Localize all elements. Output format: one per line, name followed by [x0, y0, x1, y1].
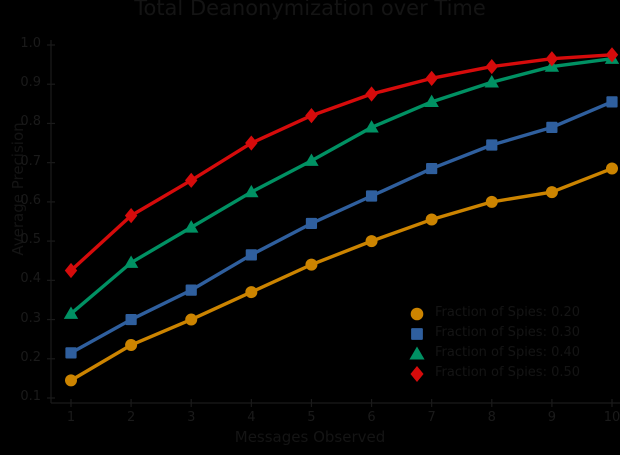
data-series	[63, 51, 620, 319]
legend-marker-diamond	[410, 366, 424, 382]
y-tick-label: 0.2	[20, 349, 41, 365]
circle-marker	[425, 213, 438, 226]
x-tick-label: 7	[427, 410, 436, 425]
x-tick-label: 9	[547, 410, 557, 425]
diamond-marker	[184, 172, 198, 188]
data-series	[65, 162, 618, 387]
series-line	[69, 53, 614, 273]
circle-marker	[545, 186, 558, 199]
series-line	[69, 57, 614, 316]
circle-marker	[485, 195, 498, 208]
x-tick-label: 4	[247, 410, 256, 425]
data-series	[64, 47, 619, 279]
triangle-marker	[484, 75, 499, 88]
y-tick-label: 1.0	[20, 36, 41, 51]
y-tick-label: 0.4	[20, 271, 41, 287]
square-marker	[245, 249, 257, 261]
diamond-marker	[485, 58, 499, 75]
circle-marker	[606, 162, 618, 175]
triangle-marker	[63, 306, 79, 319]
legend-label: Fraction of Spies: 0.30	[435, 325, 581, 340]
y-tick-label: 0.3	[20, 310, 41, 326]
legend-label: Fraction of Spies: 0.20	[435, 305, 581, 320]
series-line	[69, 100, 614, 355]
y-tick-label: 0.7	[20, 153, 41, 169]
square-marker	[606, 96, 618, 108]
y-tick-label: 0.9	[20, 75, 41, 91]
circle-marker	[65, 374, 77, 387]
data-series	[65, 96, 618, 359]
legend-label: Fraction of Spies: 0.50	[435, 365, 581, 380]
chart-title: Total Deanonymization over Time	[134, 0, 486, 20]
triangle-marker	[244, 184, 259, 198]
square-marker	[65, 347, 77, 359]
diamond-marker	[305, 108, 318, 124]
square-marker	[546, 121, 558, 133]
circle-marker	[365, 235, 378, 248]
legend-marker-circle	[410, 307, 424, 321]
square-marker	[305, 217, 318, 230]
diamond-marker	[245, 135, 258, 151]
circle-marker	[125, 339, 138, 352]
legend-label: Fraction of Spies: 0.40	[435, 345, 581, 360]
triangle-marker	[123, 255, 139, 268]
legend-marker-square	[411, 328, 423, 340]
diamond-marker	[124, 208, 138, 224]
x-tick-label: 5	[307, 410, 316, 425]
x-tick-label: 2	[126, 410, 136, 425]
diamond-marker	[545, 51, 559, 67]
diamond-marker	[365, 86, 378, 102]
square-marker	[365, 190, 378, 202]
x-axis-label: Messages Observed	[234, 428, 386, 446]
square-marker	[426, 162, 438, 175]
x-tick-label: 10	[603, 410, 620, 425]
y-tick-label: 0.5	[20, 232, 41, 248]
square-marker	[486, 139, 498, 151]
square-marker	[185, 284, 197, 296]
y-tick-label: 0.8	[20, 114, 41, 130]
triangle-marker	[424, 94, 439, 108]
series-line	[69, 166, 614, 383]
x-tick-label: 8	[487, 410, 496, 425]
circle-marker	[245, 286, 258, 299]
diamond-marker	[64, 262, 78, 279]
y-tick-label: 0.6	[20, 192, 41, 208]
triangle-marker	[304, 153, 319, 166]
x-tick-label: 1	[66, 410, 76, 425]
y-tick-label: 0.1	[20, 389, 41, 404]
circle-marker	[185, 313, 198, 326]
triangle-marker	[364, 120, 379, 133]
diamond-marker	[425, 70, 438, 86]
square-marker	[125, 313, 137, 326]
triangle-marker	[184, 220, 199, 233]
x-tick-label: 6	[367, 410, 376, 425]
legend-marker-triangle	[409, 346, 425, 360]
x-tick-label: 3	[187, 410, 196, 425]
diamond-marker	[605, 47, 619, 63]
circle-marker	[305, 258, 318, 271]
